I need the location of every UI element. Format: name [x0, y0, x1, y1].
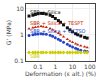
svg-text:SBR + Silica: SBR + Silica	[30, 9, 61, 15]
svg-text:10: 10	[69, 63, 77, 70]
svg-text:SBR + Silica + TESPT: SBR + Silica + TESPT	[30, 20, 84, 26]
svg-text:SBR + Silica + OCTSO: SBR + Silica + OCTSO	[30, 28, 86, 34]
svg-text:1: 1	[20, 31, 24, 38]
svg-text:G’ (MPa): G’ (MPa)	[5, 20, 12, 45]
svg-text:Deformation (ε alt.) (%): Deformation (ε alt.) (%)	[25, 70, 96, 77]
svg-text:0.1: 0.1	[14, 57, 24, 64]
svg-text:0.1: 0.1	[33, 63, 43, 70]
svg-text:SBR: SBR	[30, 53, 41, 59]
svg-text:1: 1	[53, 63, 57, 70]
svg-text:100: 100	[84, 63, 96, 70]
svg-text:10: 10	[16, 5, 24, 12]
